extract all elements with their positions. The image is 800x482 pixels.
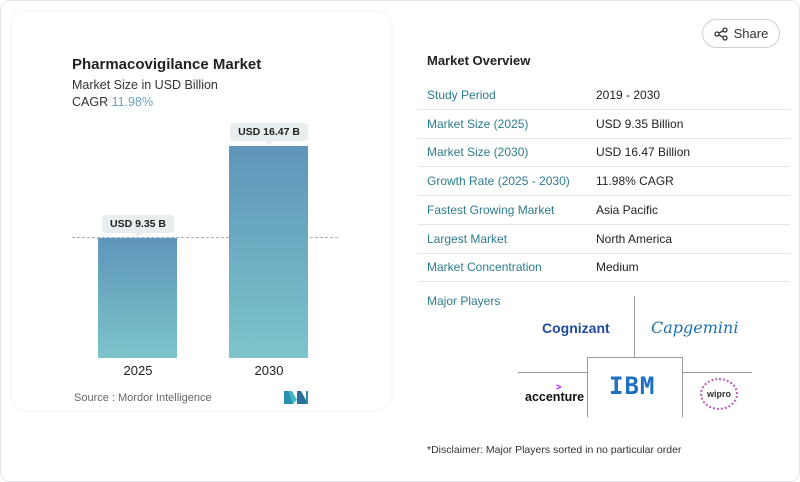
mordor-logo <box>284 391 308 404</box>
chart-subtitle: Market Size in USD Billion <box>72 78 218 92</box>
player-cognizant: Cognizant <box>542 320 610 336</box>
overview-row: Largest Market North America <box>418 225 790 254</box>
x-tick-label: 2030 <box>254 363 284 378</box>
row-value: USD 16.47 Billion <box>596 145 691 160</box>
source: Source : Mordor Intelligence <box>74 392 212 404</box>
player-capgemini: Capgemini <box>651 318 739 337</box>
overview-row: Fastest Growing Market Asia Pacific <box>418 196 790 225</box>
cagr-value: 11.98% <box>111 95 154 109</box>
player-ibm: IBM <box>609 372 656 400</box>
row-label: Fastest Growing Market <box>427 202 555 217</box>
disclaimer: *Disclaimer: Major Players sorted in no … <box>427 444 682 456</box>
overview-row: Market Concentration Medium <box>418 253 790 283</box>
row-label: Market Size (2025) <box>427 116 529 131</box>
divider <box>634 296 635 358</box>
row-label: Market Size (2030) <box>427 145 529 160</box>
reference-line <box>72 237 338 238</box>
x-tick-label: 2025 <box>123 363 153 378</box>
major-players-title: Major Players <box>427 294 501 308</box>
overview-row: Market Size (2030) USD 16.47 Billion <box>418 138 790 168</box>
row-label: Study Period <box>427 88 496 102</box>
bar-2025 <box>98 237 177 358</box>
row-value: Asia Pacific <box>596 202 659 217</box>
row-value: 2019 - 2030 <box>596 88 661 102</box>
player-wipro: wipro <box>700 378 738 410</box>
row-label: Market Concentration <box>427 260 542 275</box>
chart-card <box>12 12 390 410</box>
share-icon <box>713 26 728 41</box>
data-label: USD 9.35 B <box>101 214 175 237</box>
row-value: USD 9.35 Billion <box>596 116 684 131</box>
overview-row: Growth Rate (2025 - 2030) 11.98% CAGR <box>418 167 790 197</box>
share-label: Share <box>733 26 769 41</box>
overview-title: Market Overview <box>427 53 531 68</box>
divider <box>682 372 752 373</box>
bar-2030 <box>229 146 308 358</box>
cagr: CAGR 11.98% <box>72 95 153 109</box>
row-value: Medium <box>596 260 639 275</box>
overview-row: Market Size (2025) USD 9.35 Billion <box>418 110 790 139</box>
divider <box>518 372 588 373</box>
chart-title: Pharmacovigilance Market <box>72 56 262 73</box>
cagr-label: CAGR <box>72 95 109 109</box>
player-accenture: accenture <box>525 390 585 404</box>
overview-row: Study Period 2019 - 2030 <box>418 81 790 110</box>
accenture-mark-icon: > <box>556 382 562 392</box>
ibm-box <box>587 357 683 417</box>
row-label: Largest Market <box>427 231 508 246</box>
row-value: North America <box>596 231 673 246</box>
row-value: 11.98% CAGR <box>596 174 674 189</box>
data-label: USD 16.47 B <box>230 123 308 145</box>
row-label: Growth Rate (2025 - 2030) <box>427 174 570 189</box>
share-button[interactable]: Share <box>702 19 780 48</box>
